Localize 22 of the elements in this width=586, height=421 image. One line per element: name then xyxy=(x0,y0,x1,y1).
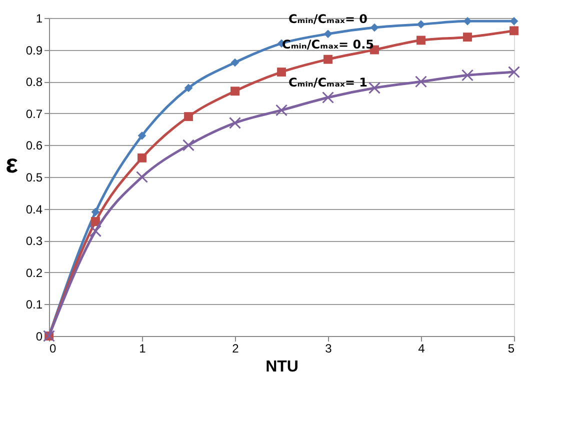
x-tick-label: 4 xyxy=(418,342,426,356)
y-tick-label: 0.2 xyxy=(26,266,43,280)
y-tick-label: 0.8 xyxy=(26,75,43,90)
y-tick-label: 0.3 xyxy=(26,234,43,248)
x-tick-label: 1 xyxy=(139,342,146,356)
x-tick-label: 3 xyxy=(325,342,332,356)
series-label: Cₘᵢₙ/Cₘₐₓ= 1 xyxy=(288,76,368,90)
x-tick-label: 0 xyxy=(50,342,56,356)
y-tick-label: 0.7 xyxy=(26,106,43,121)
y-tick-label: 1 xyxy=(36,12,43,26)
x-axis-title: NTU xyxy=(266,358,298,376)
y-tick-label: 0 xyxy=(36,330,43,344)
series-label: Cₘᵢₙ/Cₘₐₓ= 0 xyxy=(288,12,368,26)
y-tick-label: 0.5 xyxy=(26,170,43,184)
y-tick-label: 0.1 xyxy=(26,298,43,312)
y-tick-label: 0.9 xyxy=(26,43,43,58)
y-tick-label: 0.4 xyxy=(26,202,43,216)
y-tick-label: 0.6 xyxy=(26,138,43,153)
series-label: Cₘᵢₙ/Cₘₐₓ= 0.5 xyxy=(282,37,374,52)
y-axis-title: ε xyxy=(6,148,18,178)
x-tick-label: 2 xyxy=(232,342,240,356)
x-tick-label: 5 xyxy=(508,342,515,356)
